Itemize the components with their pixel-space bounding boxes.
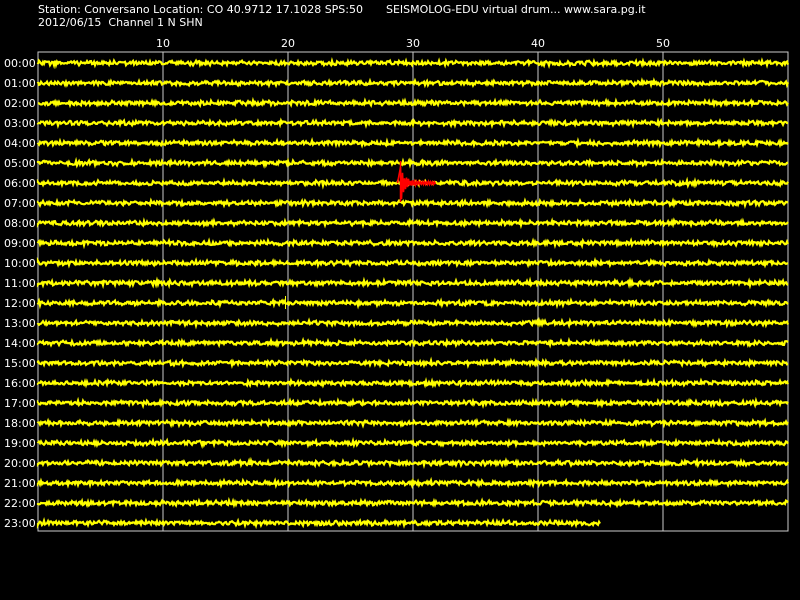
hour-label: 05:00 [4, 157, 36, 170]
hour-label: 15:00 [4, 357, 36, 370]
hour-label: 03:00 [4, 117, 36, 130]
hour-label: 01:00 [4, 77, 36, 90]
trace-row [36, 356, 789, 369]
trace-row [37, 96, 789, 109]
trace-row [36, 197, 789, 210]
minute-tick-label: 10 [156, 37, 170, 50]
trace-row [36, 56, 790, 70]
minute-tick-label: 30 [406, 37, 420, 50]
date-channel-info: 2012/06/15 Channel 1 N SHN [38, 16, 203, 29]
trace-row [36, 436, 789, 449]
trace-row [36, 297, 789, 310]
minute-grid [37, 51, 789, 532]
hour-label: 12:00 [4, 297, 36, 310]
trace-row [36, 496, 789, 509]
hour-label: 18:00 [4, 417, 36, 430]
station-info: Station: Conversano Location: CO 40.9712… [38, 3, 363, 16]
hour-label: 09:00 [4, 237, 36, 250]
hour-labels: 00:00 01:00 02:00 03:00 04:00 05:00 06:00 07:00… [4, 57, 36, 530]
trace-row [36, 336, 789, 349]
hour-label: 02:00 [4, 97, 36, 110]
trace-row [36, 456, 790, 469]
hour-label: 00:00 [4, 57, 36, 70]
trace-row [36, 396, 789, 410]
trace-row [36, 217, 789, 230]
trace-row [36, 237, 790, 250]
trace-row [36, 476, 790, 490]
trace-row [36, 117, 789, 130]
hour-label: 07:00 [4, 197, 36, 210]
hour-label: 06:00 [4, 177, 36, 190]
trace-row [36, 377, 790, 389]
hour-label: 11:00 [4, 277, 36, 290]
trace-row [36, 77, 790, 89]
trace-row [36, 256, 789, 269]
hour-label: 13:00 [4, 317, 36, 330]
hour-label: 22:00 [4, 497, 36, 510]
trace-row [36, 136, 789, 149]
hour-label: 20:00 [4, 457, 36, 470]
hour-label: 17:00 [4, 397, 36, 410]
hour-label: 04:00 [4, 137, 36, 150]
trace-row [36, 316, 790, 330]
site-title: SEISMOLOG-EDU virtual drum... www.sara.p… [386, 3, 646, 16]
minute-tick-label: 50 [656, 37, 670, 50]
trace-row [36, 276, 789, 290]
hour-label: 19:00 [4, 437, 36, 450]
hour-label: 08:00 [4, 217, 36, 230]
seismic-event [396, 161, 437, 202]
minute-tick-label: 40 [531, 37, 545, 50]
minute-tick-label: 20 [281, 37, 295, 50]
hour-label: 23:00 [4, 517, 36, 530]
hour-label: 21:00 [4, 477, 36, 490]
trace-row [36, 517, 601, 530]
trace-row [36, 417, 789, 429]
trace-rows [36, 56, 790, 530]
minute-tick-labels: 10 20 30 40 50 [156, 37, 670, 50]
hour-label: 10:00 [4, 257, 36, 270]
hour-label: 14:00 [4, 337, 36, 350]
hour-label: 16:00 [4, 377, 36, 390]
trace-row [36, 156, 789, 169]
